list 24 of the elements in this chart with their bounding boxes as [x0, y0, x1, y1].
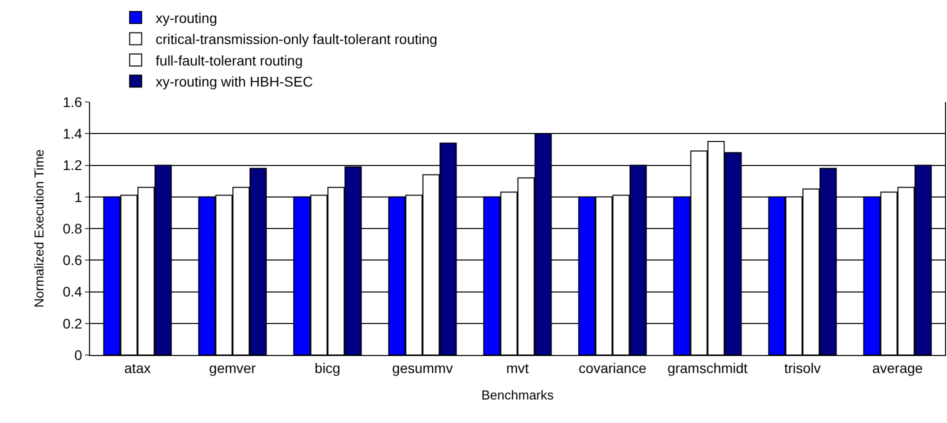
- x-tick-label: gemver: [209, 360, 256, 376]
- legend-label: full-fault-tolerant routing: [156, 52, 303, 68]
- legend-label: xy-routing: [156, 10, 218, 26]
- x-tick-label: gesummv: [392, 360, 453, 376]
- y-axis-title: Normalized Execution Time: [32, 149, 47, 308]
- x-tick-label: covariance: [578, 360, 647, 376]
- x-axis-title: Benchmarks: [481, 387, 554, 402]
- y-tick-label: 1.4: [62, 126, 82, 142]
- x-tick-label: average: [872, 360, 924, 376]
- y-tick-label: 0.4: [62, 284, 82, 300]
- y-tick-label: 1.6: [62, 94, 82, 110]
- y-tick-label: 0.2: [62, 315, 82, 332]
- legend-label: critical-transmission-only fault-tolerant routing: [156, 31, 438, 48]
- x-tick-label: bicg: [314, 360, 340, 376]
- y-tick-label: 0: [74, 346, 82, 363]
- x-tick-label: atax: [124, 360, 151, 376]
- x-tick-label: mvt: [506, 360, 529, 376]
- x-tick-label: trisolv: [784, 360, 821, 376]
- legend-label: xy-routing with HBH-SEC: [156, 74, 313, 90]
- y-tick-label: 0.6: [62, 252, 82, 268]
- y-tick-label: 1.2: [62, 157, 82, 174]
- y-tick-label: 1: [74, 188, 82, 205]
- y-tick-label: 0.8: [62, 220, 82, 236]
- x-tick-label: gramschmidt: [667, 360, 748, 376]
